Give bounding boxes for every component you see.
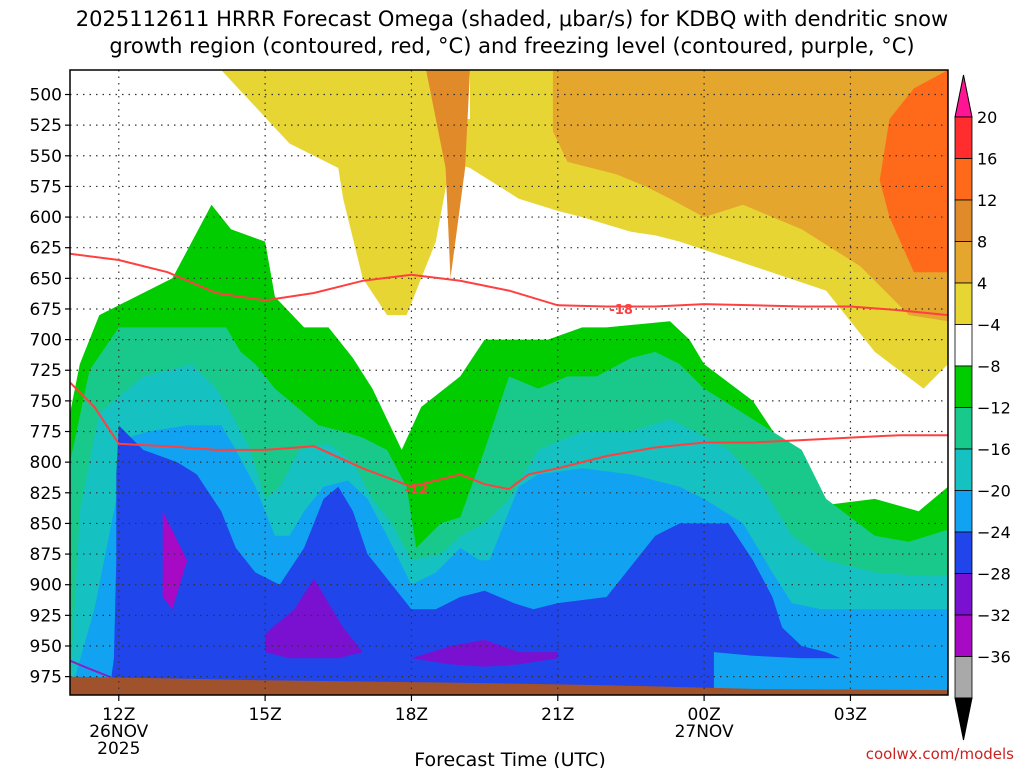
- colorbar-swatch: [954, 490, 973, 533]
- colorbar-swatch: [954, 573, 973, 616]
- y-tick-label: 775: [30, 423, 62, 443]
- y-tick-label: 575: [30, 177, 62, 197]
- omega-region-2: [426, 70, 470, 279]
- colorbar-swatch: [954, 241, 973, 284]
- x-tick-year: 2025: [97, 739, 140, 759]
- contour-label--12: -12: [405, 483, 429, 498]
- colorbar-swatch: [954, 324, 973, 367]
- y-axis: 500 525 550 575 600 625 650 675 700 725 750 775 800 8…: [30, 86, 70, 688]
- x-axis-label: Forecast Time (UTC): [414, 749, 605, 768]
- x-tick-label: 12Z: [102, 705, 135, 725]
- colorbar-label: 4: [977, 274, 987, 293]
- y-tick-label: 675: [30, 300, 62, 320]
- x-tick-label: 18Z: [395, 705, 428, 725]
- colorbar-label: −4: [977, 316, 1001, 335]
- chart-title-line2: growth region (contoured, red, °C) and f…: [109, 34, 914, 58]
- y-tick-label: 550: [30, 147, 62, 167]
- colorbar-label: −16: [977, 440, 1011, 459]
- chart-title-line1: 2025112611 HRRR Forecast Omega (shaded, …: [76, 7, 948, 31]
- x-tick-label: 03Z: [834, 705, 867, 725]
- colorbar-label: −28: [977, 565, 1011, 584]
- y-tick-label: 500: [30, 86, 62, 106]
- colorbar-swatch: [954, 158, 973, 201]
- colorbar-label: 20: [977, 108, 997, 127]
- colorbar-swatch: [954, 656, 973, 699]
- y-tick-label: 850: [30, 514, 62, 534]
- contour-freezing: [70, 659, 110, 678]
- colorbar-swatch: [954, 407, 973, 450]
- colorbar-swatch: [954, 448, 973, 491]
- contour--18: [70, 252, 948, 317]
- colorbar-label: 16: [977, 150, 997, 169]
- omega-region-10: [265, 578, 363, 659]
- y-tick-label: 725: [30, 361, 62, 381]
- x-tick-date: 26NOV: [89, 722, 148, 742]
- colorbar-swatch: [954, 282, 973, 325]
- colorbar-label: 12: [977, 191, 997, 210]
- y-tick-label: 600: [30, 208, 62, 228]
- y-tick-label: 525: [30, 116, 62, 136]
- colorbar-over-arrow: [954, 74, 973, 118]
- colorbar-swatch: [954, 531, 973, 574]
- colorbar-swatch: [954, 199, 973, 242]
- colorbar-swatch: [954, 614, 973, 657]
- colorbar-label: −12: [977, 399, 1011, 418]
- y-tick-label: 800: [30, 453, 62, 473]
- colorbar-label: −36: [977, 648, 1011, 667]
- contour--12: [70, 381, 948, 491]
- colorbar-label: 8: [977, 233, 987, 252]
- colorbar-label: −20: [977, 482, 1011, 501]
- y-tick-label: 700: [30, 331, 62, 351]
- y-tick-label: 950: [30, 637, 62, 657]
- y-tick-label: 650: [30, 269, 62, 289]
- y-tick-label: 875: [30, 545, 62, 565]
- y-tick-label: 750: [30, 392, 62, 412]
- colorbar: 20 16 12 8 4 −4 −8 −12 −16 −20 −24 −28 −32 −36: [954, 74, 1011, 741]
- colorbar-swatch: [954, 365, 973, 408]
- colorbar-under-arrow: [954, 697, 973, 741]
- colorbar-label: −24: [977, 523, 1011, 542]
- x-tick-label: 15Z: [248, 705, 281, 725]
- colorbar-swatch: [954, 116, 973, 159]
- contour-label--18: -18: [609, 303, 633, 318]
- omega-region-1: [552, 70, 948, 322]
- omega-region-3: [879, 70, 948, 273]
- omega-region-12: [713, 652, 851, 695]
- y-tick-label: 625: [30, 239, 62, 259]
- colorbar-label: −32: [977, 606, 1011, 625]
- y-tick-label: 825: [30, 484, 62, 504]
- colorbar-label: −8: [977, 357, 1001, 376]
- y-tick-label: 900: [30, 576, 62, 596]
- y-tick-label: 975: [30, 668, 62, 688]
- credit-text[interactable]: coolwx.com/models: [866, 745, 1014, 763]
- omega-region-11: [411, 639, 558, 667]
- plot-area: -18 -12: [69, 69, 949, 696]
- x-tick-label: 00Z: [687, 705, 720, 725]
- x-tick-date: 27NOV: [675, 722, 734, 742]
- plot-frame: [69, 69, 949, 696]
- x-tick-label: 21Z: [541, 705, 574, 725]
- y-tick-label: 925: [30, 606, 62, 626]
- omega-region-13: [70, 676, 948, 695]
